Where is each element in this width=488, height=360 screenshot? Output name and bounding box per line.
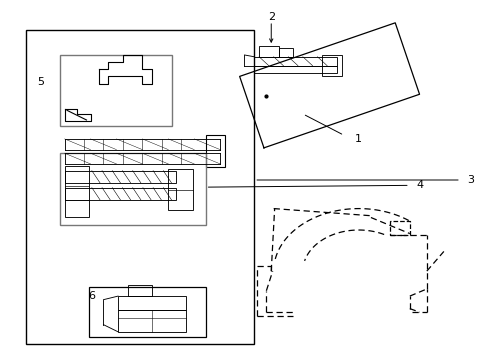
Bar xyxy=(127,285,152,296)
Text: 5: 5 xyxy=(37,77,44,87)
Bar xyxy=(89,287,205,337)
Bar xyxy=(26,30,254,344)
Bar xyxy=(118,310,186,332)
Text: 6: 6 xyxy=(88,291,95,301)
Bar xyxy=(254,66,336,73)
Bar xyxy=(254,57,336,66)
Text: 1: 1 xyxy=(355,134,362,144)
Bar xyxy=(64,171,176,183)
Bar xyxy=(322,55,341,76)
Text: 2: 2 xyxy=(267,13,274,22)
Bar xyxy=(168,169,192,210)
Bar xyxy=(60,55,171,126)
Text: 4: 4 xyxy=(415,180,422,190)
Text: 3: 3 xyxy=(466,175,473,185)
Bar xyxy=(259,46,278,57)
Bar xyxy=(64,166,89,217)
Bar xyxy=(60,153,205,225)
Bar xyxy=(205,135,224,167)
Bar xyxy=(64,188,176,200)
Bar xyxy=(118,296,186,310)
Bar xyxy=(278,48,292,57)
Bar xyxy=(389,221,409,235)
